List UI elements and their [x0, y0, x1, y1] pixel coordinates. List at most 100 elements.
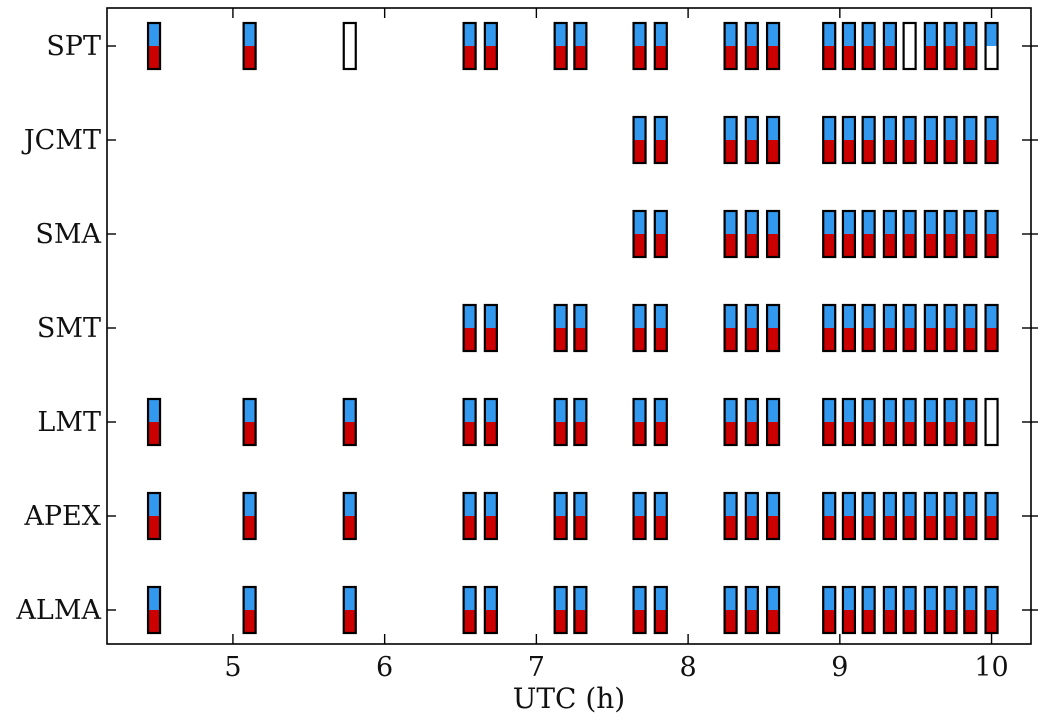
upper-band-fill — [842, 305, 855, 328]
lower-band-fill — [343, 422, 356, 445]
scan-mark — [342, 397, 357, 447]
scan-mark — [653, 21, 668, 71]
scan-mark — [632, 491, 647, 541]
lower-band-fill — [862, 328, 875, 351]
scan-outline — [841, 491, 857, 541]
lower-band-fill — [654, 516, 667, 539]
scan-outline — [822, 397, 837, 447]
lower-band-fill — [767, 234, 780, 257]
scan-outline — [984, 491, 999, 541]
upper-band-fill — [724, 117, 737, 140]
upper-band-fill — [985, 23, 998, 46]
scan-mark — [573, 585, 588, 635]
upper-band-fill — [842, 23, 855, 46]
lower-band-fill — [964, 46, 977, 69]
lower-band-fill — [964, 610, 977, 633]
scan-outline — [882, 303, 897, 353]
scan-outline — [882, 585, 897, 635]
scan-mark — [553, 303, 568, 353]
scan-outline — [632, 303, 647, 353]
upper-band-fill — [823, 117, 836, 140]
scan-outline — [923, 209, 938, 259]
lower-band-fill — [903, 516, 916, 539]
scan-outline — [723, 21, 738, 71]
lower-band-fill — [767, 610, 780, 633]
lower-band-fill — [823, 610, 836, 633]
scan-mark — [822, 397, 837, 447]
scan-outline — [744, 491, 759, 541]
upper-band-fill — [243, 23, 256, 46]
upper-band-fill — [883, 117, 896, 140]
scan-mark — [841, 491, 857, 541]
scan-mark — [573, 397, 588, 447]
upper-band-fill — [924, 211, 937, 234]
lower-band-fill — [633, 610, 646, 633]
scan-outline — [943, 585, 958, 635]
scan-mark — [902, 491, 917, 541]
scan-outline — [943, 115, 958, 165]
scan-outline — [963, 397, 978, 447]
scan-outline — [963, 303, 978, 353]
upper-band-fill — [842, 117, 855, 140]
upper-band-fill — [343, 493, 356, 516]
lower-band-fill — [862, 140, 875, 163]
lower-band-fill — [924, 140, 937, 163]
upper-band-fill — [745, 117, 758, 140]
upper-band-fill — [343, 399, 356, 422]
lower-band-fill — [148, 46, 161, 69]
scan-mark — [984, 585, 999, 635]
scan-mark — [553, 397, 568, 447]
scan-mark — [723, 397, 738, 447]
scan-mark — [984, 397, 999, 447]
scan-mark — [744, 115, 759, 165]
scan-outline — [744, 115, 759, 165]
upper-band-fill — [654, 587, 667, 610]
lower-band-fill — [745, 516, 758, 539]
scan-mark — [841, 21, 857, 71]
scan-outline — [242, 397, 257, 447]
scan-outline — [902, 115, 917, 165]
upper-band-fill — [823, 493, 836, 516]
scan-mark — [483, 303, 498, 353]
lower-band-fill — [574, 516, 587, 539]
scan-outline — [861, 491, 876, 541]
lower-band-fill — [944, 422, 957, 445]
lower-band-fill — [842, 140, 855, 163]
scan-mark — [242, 397, 257, 447]
scan-mark — [765, 585, 781, 635]
scan-mark — [744, 209, 759, 259]
upper-band-fill — [554, 587, 567, 610]
scan-mark — [483, 491, 498, 541]
scan-mark — [902, 21, 917, 71]
upper-band-fill — [862, 399, 875, 422]
upper-band-fill — [903, 399, 916, 422]
lower-band-fill — [903, 140, 916, 163]
scan-mark — [483, 585, 498, 635]
scan-mark — [765, 115, 781, 165]
scan-mark — [462, 21, 477, 71]
upper-band-fill — [484, 587, 497, 610]
upper-band-fill — [654, 399, 667, 422]
scan-mark — [242, 585, 257, 635]
upper-band-fill — [654, 211, 667, 234]
scan-outline — [653, 21, 668, 71]
upper-band-fill — [745, 211, 758, 234]
scan-outline — [483, 397, 498, 447]
lower-band-fill — [654, 610, 667, 633]
lower-band-fill — [574, 46, 587, 69]
x-tick-label: 5 — [224, 652, 241, 683]
scan-outline — [744, 209, 759, 259]
scan-mark — [462, 303, 477, 353]
scan-outline — [632, 397, 647, 447]
upper-band-fill — [964, 211, 977, 234]
lower-band-fill — [985, 516, 998, 539]
lower-band-fill — [883, 610, 896, 633]
upper-band-fill — [823, 587, 836, 610]
upper-band-fill — [633, 23, 646, 46]
lower-band-fill — [767, 328, 780, 351]
scan-outline — [861, 21, 876, 71]
lower-band-fill — [823, 328, 836, 351]
scan-mark — [483, 21, 498, 71]
lower-band-fill — [554, 46, 567, 69]
scan-mark — [841, 397, 857, 447]
